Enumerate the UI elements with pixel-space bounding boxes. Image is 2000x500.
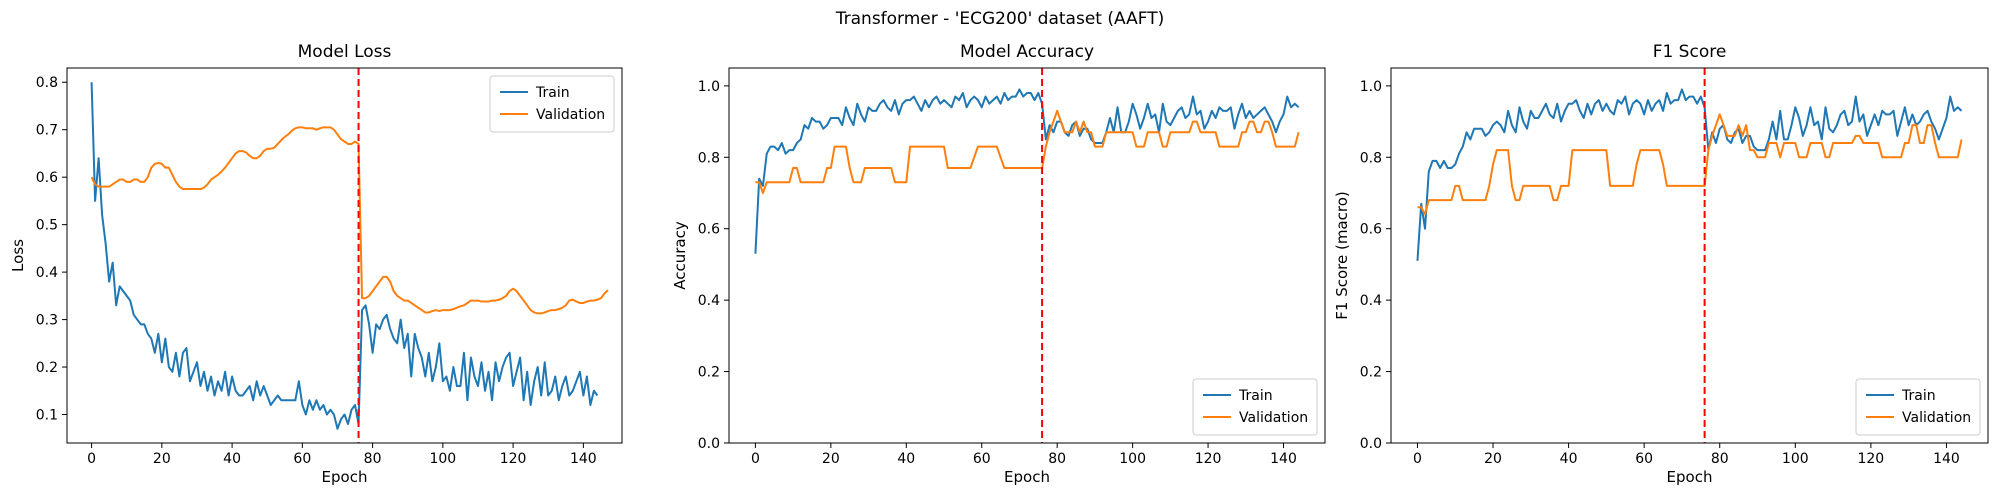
panels: Model Loss 0 20 40 60 80 100 120 140 0.1 0.2 0.3 0.4… xyxy=(9,42,1989,486)
y-tick-label: 0.8 xyxy=(698,150,720,166)
chart-title: Model Loss xyxy=(298,42,392,62)
y-tick-label: 0.5 xyxy=(36,218,58,234)
legend-box xyxy=(1192,378,1318,436)
y-axis-label: Loss xyxy=(9,239,27,272)
legend-label-train: Train xyxy=(1901,388,1936,404)
legend: Train Validation xyxy=(489,75,615,133)
x-tick-label: 20 xyxy=(153,451,171,467)
x-tick-label: 0 xyxy=(87,451,96,467)
chart-panel-1: Model Loss 0 20 40 60 80 100 120 140 0.1 0.2 0.3 0.4… xyxy=(9,42,623,486)
x-tick-label: 60 xyxy=(1635,451,1653,467)
x-tick-label: 20 xyxy=(1484,451,1502,467)
y-axis-label: F1 Score (macro) xyxy=(1333,191,1351,320)
y-tick-label: 0.7 xyxy=(36,123,58,139)
x-tick-label: 40 xyxy=(1560,451,1578,467)
y-tick-label: 0.0 xyxy=(698,436,720,452)
x-tick-label: 120 xyxy=(1195,451,1222,467)
y-tick-label: 0.2 xyxy=(698,365,720,381)
series-line-train xyxy=(754,88,1300,254)
y-tick-label: 0.4 xyxy=(1360,293,1382,309)
y-tick-label: 0.3 xyxy=(36,313,58,329)
legend-label-validation: Validation xyxy=(1902,410,1971,426)
legend-label-validation: Validation xyxy=(1239,410,1308,426)
figure-suptitle: Transformer - 'ECG200' dataset (AAFT) xyxy=(835,9,1164,29)
y-tick-label: 0.6 xyxy=(1360,222,1382,238)
series-line-train xyxy=(1416,88,1963,261)
x-tick-label: 80 xyxy=(1711,451,1729,467)
legend-label-train: Train xyxy=(535,85,570,101)
y-tick-label: 0.1 xyxy=(36,408,58,424)
x-tick-label: 140 xyxy=(570,451,597,467)
legend: Train Validation xyxy=(1855,378,1981,436)
y-tick-label: 0.6 xyxy=(36,170,58,186)
legend-label-train: Train xyxy=(1238,388,1273,404)
y-tick-label: 0.0 xyxy=(1360,436,1382,452)
axes-frame xyxy=(1390,67,1989,444)
chart-title: F1 Score xyxy=(1653,42,1727,62)
x-tick-label: 80 xyxy=(1048,451,1066,467)
x-tick-label: 120 xyxy=(500,451,527,467)
y-tick-label: 0.8 xyxy=(36,75,58,91)
chart-panel-2: Model Accuracy 0 20 40 60 80 100 120 140 0.0 0.2 0.… xyxy=(671,42,1326,486)
x-tick-label: 40 xyxy=(897,451,915,467)
x-tick-label: 60 xyxy=(293,451,311,467)
x-axis-label: Epoch xyxy=(322,468,368,486)
x-tick-label: 100 xyxy=(1782,451,1809,467)
x-tick-label: 100 xyxy=(1119,451,1146,467)
x-tick-label: 140 xyxy=(1270,451,1297,467)
chart-panel-3: F1 Score 0 20 40 60 80 100 120 140 0.0 0.2 0.4 0.6 0.… xyxy=(1333,42,1989,486)
y-axis-label: Accuracy xyxy=(671,221,689,290)
series-line-validation xyxy=(755,109,1300,194)
y-tick-label: 0.4 xyxy=(698,293,720,309)
x-tick-label: 80 xyxy=(364,451,382,467)
chart-title: Model Accuracy xyxy=(960,42,1094,62)
x-tick-label: 60 xyxy=(973,451,991,467)
series-line-train xyxy=(90,82,599,430)
y-tick-label: 1.0 xyxy=(698,79,720,95)
x-tick-label: 20 xyxy=(822,451,840,467)
x-tick-label: 40 xyxy=(223,451,241,467)
y-tick-label: 0.2 xyxy=(36,360,58,376)
y-tick-label: 0.4 xyxy=(36,265,58,281)
y-tick-label: 0.2 xyxy=(1360,365,1382,381)
axes-frame xyxy=(728,67,1326,444)
x-tick-label: 120 xyxy=(1857,451,1884,467)
series-line-validation xyxy=(90,126,609,315)
legend: Train Validation xyxy=(1192,378,1318,436)
series-line-validation xyxy=(1417,113,1963,216)
x-tick-label: 100 xyxy=(429,451,456,467)
legend-label-validation: Validation xyxy=(536,107,605,123)
legend-box xyxy=(489,75,615,133)
x-axis-label: Epoch xyxy=(1667,468,1713,486)
x-tick-label: 0 xyxy=(1413,451,1422,467)
axes-frame xyxy=(66,67,623,444)
legend-box xyxy=(1855,378,1981,436)
y-tick-label: 0.8 xyxy=(1360,150,1382,166)
y-tick-label: 1.0 xyxy=(1360,79,1382,95)
x-axis-label: Epoch xyxy=(1004,468,1050,486)
x-tick-label: 140 xyxy=(1933,451,1960,467)
y-tick-label: 0.6 xyxy=(698,222,720,238)
x-tick-label: 0 xyxy=(751,451,760,467)
